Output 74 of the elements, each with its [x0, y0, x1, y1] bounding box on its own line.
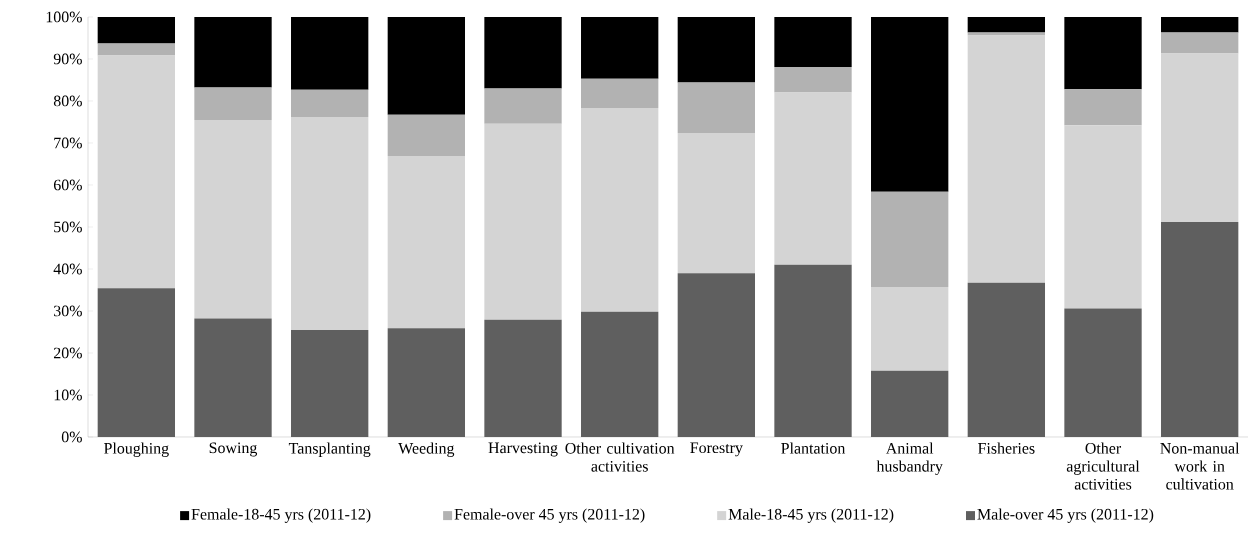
y-tick-label: 50%: [54, 221, 82, 233]
bar: [774, 92, 852, 265]
legend-label: Male-over 45 yrs (2011-12): [977, 508, 1154, 523]
bar: [194, 87, 272, 120]
bar: [677, 16, 756, 83]
x-tick-label: Non-manual work in cultivation: [1160, 442, 1240, 490]
bar: [967, 282, 1046, 437]
y-tick-label: 10%: [54, 389, 82, 401]
bar: [871, 370, 949, 437]
bar: [484, 16, 562, 89]
bar: [97, 288, 176, 437]
bar: [871, 16, 949, 192]
bar: [774, 16, 852, 67]
bar: [581, 311, 659, 437]
bar: [291, 16, 369, 90]
bar: [967, 35, 1046, 283]
bar: [774, 264, 852, 437]
bar: [194, 16, 272, 88]
x-tick-label: Forestry: [690, 442, 743, 457]
bar: [1064, 16, 1142, 90]
bar: [1064, 308, 1142, 437]
x-tick-label: Sowing: [209, 442, 258, 457]
y-tick-label: 90%: [53, 53, 82, 65]
bar: [194, 318, 272, 437]
bar: [484, 319, 562, 437]
bar: [387, 16, 466, 115]
bar: [484, 88, 562, 124]
bar: [194, 119, 272, 319]
legend-label: Female-over 45 yrs (2011-12): [454, 508, 645, 523]
bar: [97, 16, 176, 44]
bar: [1064, 125, 1142, 309]
bar: [677, 82, 756, 133]
x-tick-label: Tansplanting: [288, 442, 371, 457]
bar: [484, 123, 562, 320]
bar: [677, 273, 756, 437]
bar: [1161, 16, 1239, 33]
bar: [291, 116, 369, 330]
y-tick-label: 40%: [53, 263, 82, 275]
bar: [581, 78, 659, 109]
bar: [97, 43, 176, 56]
x-tick-label: Harvesting: [488, 442, 558, 457]
bar: [774, 66, 852, 93]
y-tick-label: 80%: [53, 95, 82, 107]
bar: [97, 55, 176, 289]
bar: [677, 132, 756, 274]
bar: [871, 287, 949, 371]
x-tick-label: Weeding: [398, 442, 455, 457]
bar: [1161, 32, 1239, 54]
y-tick-label: 30%: [54, 305, 82, 317]
x-tick-label: Animal husbandry: [876, 442, 943, 475]
x-tick-label: Other agricultural activities: [1066, 442, 1140, 490]
legend-label: Male-18-45 yrs (2011-12): [728, 508, 894, 523]
y-tick-label: 20%: [53, 347, 82, 359]
x-tick-label: Other cultivation activities: [565, 442, 675, 472]
bar: [291, 89, 369, 117]
bar: [387, 328, 466, 437]
bar: [1161, 53, 1239, 222]
bar: [871, 191, 949, 288]
bar: [581, 108, 659, 312]
y-tick-label: 70%: [54, 137, 82, 149]
y-tick-label: 100%: [46, 11, 82, 23]
bar: [581, 16, 659, 79]
y-tick-label: 60%: [53, 179, 82, 191]
bar: [1064, 89, 1142, 126]
bar: [387, 156, 466, 329]
bar: [1161, 221, 1239, 437]
bar: [387, 114, 466, 156]
legend-label: Female-18-45 yrs (2011-12): [191, 508, 371, 523]
bar: [967, 16, 1046, 33]
x-tick-label: Ploughing: [104, 442, 169, 457]
x-tick-label: Fisheries: [978, 442, 1035, 454]
x-tick-label: Plantation: [781, 442, 846, 454]
bar: [291, 329, 369, 437]
y-tick-label: 0%: [61, 431, 82, 443]
